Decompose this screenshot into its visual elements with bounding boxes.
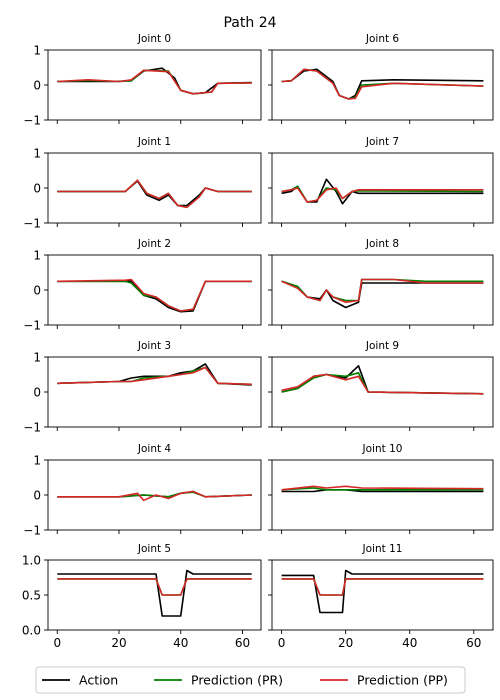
panel-0: Joint 0 1 0 −1 bbox=[23, 33, 262, 128]
series-line-pp bbox=[281, 373, 484, 395]
x-tick-label: 0 bbox=[278, 636, 286, 650]
panel-frame bbox=[47, 254, 262, 326]
y-tick-label: −1 bbox=[23, 217, 41, 231]
series-line-pr bbox=[281, 578, 484, 596]
legend: Action Prediction (PR) Prediction (PP) bbox=[35, 666, 466, 694]
y-tick-label: 1 bbox=[33, 249, 41, 263]
panel-11: Joint 11 0 20 40 60 bbox=[268, 543, 494, 650]
x-tick-label: 20 bbox=[111, 636, 126, 650]
series-line-action bbox=[281, 569, 484, 614]
panel-frame bbox=[271, 459, 494, 531]
x-tick-label: 0 bbox=[53, 636, 61, 650]
series-line-pr bbox=[281, 185, 484, 203]
legend-label: Action bbox=[79, 673, 118, 688]
legend-frame bbox=[35, 666, 466, 694]
series-line-action bbox=[281, 280, 484, 309]
panel-frame bbox=[47, 356, 262, 428]
y-tick-label: 1 bbox=[33, 351, 41, 365]
panel-frame bbox=[47, 152, 262, 224]
series-line-pr bbox=[281, 371, 484, 395]
panel-title: Joint 2 bbox=[137, 238, 171, 250]
panel-3: Joint 7 bbox=[268, 136, 494, 227]
panel-title: Joint 11 bbox=[362, 543, 403, 555]
series-line-pr bbox=[57, 578, 252, 596]
x-tick-label: 60 bbox=[466, 636, 481, 650]
y-tick-label: 0 bbox=[33, 284, 41, 298]
panel-title: Joint 5 bbox=[137, 543, 171, 555]
panel-frame bbox=[271, 559, 494, 631]
series-line-action bbox=[57, 363, 252, 386]
series-line-pp bbox=[281, 485, 484, 491]
series-line-pp bbox=[281, 578, 484, 596]
panel-7: Joint 9 bbox=[268, 340, 494, 431]
y-tick-label: 0.5 bbox=[22, 589, 41, 603]
panel-8: Joint 4 1 0 −1 bbox=[23, 443, 262, 538]
series-line-pp bbox=[57, 578, 252, 596]
panel-9: Joint 10 bbox=[268, 443, 494, 534]
series-line-pp bbox=[281, 187, 484, 203]
panel-6: Joint 3 1 0 −1 bbox=[23, 340, 262, 435]
legend-label: Prediction (PP) bbox=[357, 673, 448, 688]
y-tick-label: 1 bbox=[33, 44, 41, 58]
chart-title: Path 24 bbox=[223, 15, 276, 31]
y-tick-label: 1 bbox=[33, 147, 41, 161]
legend-label: Prediction (PR) bbox=[191, 673, 283, 688]
series-line-pr bbox=[57, 179, 252, 209]
y-tick-label: 1.0 bbox=[22, 554, 41, 568]
series-line-pr bbox=[281, 487, 484, 491]
panel-frame bbox=[47, 559, 262, 631]
series-line-pp bbox=[57, 69, 252, 95]
panel-title: Joint 3 bbox=[137, 340, 171, 352]
x-tick-label: 40 bbox=[402, 636, 417, 650]
series-line-pp bbox=[281, 278, 484, 304]
panel-frame bbox=[271, 152, 494, 224]
series-line-pp bbox=[281, 68, 484, 100]
panel-10: Joint 5 0 20 40 60 1.0 0.5 0.0 bbox=[22, 543, 262, 650]
y-tick-label: 0 bbox=[33, 182, 41, 196]
panel-title: Joint 6 bbox=[365, 33, 400, 45]
panel-2: Joint 1 1 0 −1 bbox=[23, 136, 262, 231]
series-line-action bbox=[57, 569, 252, 617]
y-tick-label: −1 bbox=[23, 319, 41, 333]
series-line-pp bbox=[57, 278, 252, 312]
panel-title: Joint 1 bbox=[137, 136, 171, 148]
panel-title: Joint 8 bbox=[365, 238, 399, 250]
y-tick-label: 0 bbox=[33, 79, 41, 93]
panel-4: Joint 2 1 0 −1 bbox=[23, 238, 262, 333]
x-tick-label: 60 bbox=[235, 636, 250, 650]
panel-title: Joint 10 bbox=[362, 443, 403, 455]
y-tick-label: 0 bbox=[33, 489, 41, 503]
x-tick-label: 40 bbox=[173, 636, 188, 650]
y-tick-label: 1 bbox=[33, 454, 41, 468]
series-line-action bbox=[57, 180, 252, 207]
panel-title: Joint 7 bbox=[365, 136, 399, 148]
panel-1: Joint 6 bbox=[268, 33, 494, 124]
panel-5: Joint 8 bbox=[268, 238, 494, 329]
panel-frame bbox=[271, 254, 494, 326]
series-line-pp bbox=[57, 179, 252, 209]
panel-title: Joint 9 bbox=[365, 340, 399, 352]
series-line-pp bbox=[57, 366, 252, 386]
y-tick-label: −1 bbox=[23, 421, 41, 435]
panel-frame bbox=[47, 49, 262, 121]
y-tick-label: 0 bbox=[33, 386, 41, 400]
y-tick-label: 0.0 bbox=[22, 624, 41, 638]
y-tick-label: −1 bbox=[23, 524, 41, 538]
y-tick-label: −1 bbox=[23, 114, 41, 128]
series-line-pp bbox=[57, 490, 252, 502]
panel-title: Joint 0 bbox=[137, 33, 171, 45]
panel-title: Joint 4 bbox=[137, 443, 172, 455]
x-tick-label: 20 bbox=[338, 636, 353, 650]
